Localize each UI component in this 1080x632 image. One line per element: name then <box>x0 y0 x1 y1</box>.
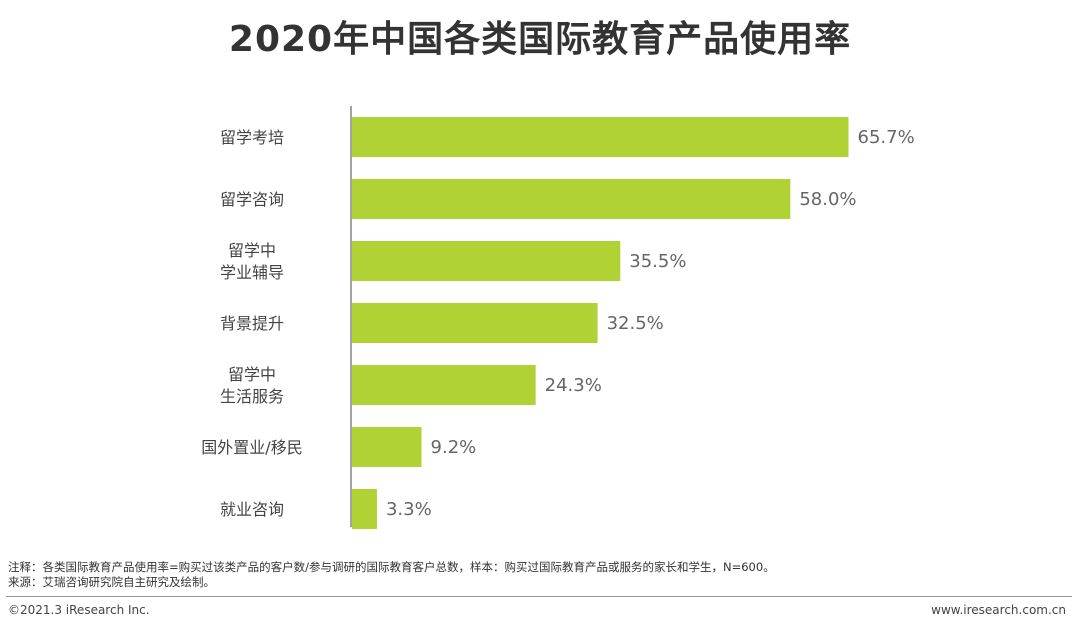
bar-4 <box>352 365 536 405</box>
value-label-5: 9.2% <box>431 437 477 458</box>
category-label-line: 留学中 <box>228 241 276 260</box>
footer-divider <box>6 596 1072 597</box>
category-label-4: 留学中生活服务 <box>220 365 284 406</box>
category-label-5: 国外置业/移民 <box>201 438 302 457</box>
category-label-line: 留学中 <box>228 365 276 384</box>
value-label-0: 65.7% <box>858 127 915 148</box>
category-label-line: 学业辅导 <box>220 263 284 282</box>
website-link[interactable]: www.iresearch.com.cn <box>931 603 1066 617</box>
bar-1 <box>352 179 791 219</box>
category-label-line: 国外置业/移民 <box>201 438 302 457</box>
category-label-3: 背景提升 <box>220 314 284 333</box>
value-label-2: 35.5% <box>629 251 686 272</box>
category-label-line: 留学咨询 <box>220 190 284 209</box>
category-label-line: 背景提升 <box>220 314 284 333</box>
category-label-2: 留学中学业辅导 <box>220 241 284 282</box>
chart-title: 2020年中国各类国际教育产品使用率 <box>228 19 852 60</box>
footnote-source: 来源：艾瑞咨询研究院自主研究及绘制。 <box>8 575 215 589</box>
copyright-text: ©2021.3 iResearch Inc. <box>8 603 150 617</box>
bar-6 <box>352 489 377 529</box>
bar-chart: 65.7%留学考培58.0%留学咨询35.5%留学中学业辅导32.5%背景提升2… <box>201 106 915 529</box>
footnote-note: 注释：各类国际教育产品使用率=购买过该类产品的客户数/参与调研的国际教育客户总数… <box>8 560 775 574</box>
bar-5 <box>352 427 422 467</box>
value-label-1: 58.0% <box>799 189 856 210</box>
footnotes: 注释：各类国际教育产品使用率=购买过该类产品的客户数/参与调研的国际教育客户总数… <box>8 560 775 590</box>
value-label-4: 24.3% <box>545 375 602 396</box>
bar-2 <box>352 241 621 281</box>
category-label-6: 就业咨询 <box>220 500 284 519</box>
value-label-6: 3.3% <box>386 499 432 520</box>
category-label-line: 就业咨询 <box>220 500 284 519</box>
category-label-0: 留学考培 <box>220 128 284 147</box>
category-label-line: 生活服务 <box>220 387 284 406</box>
category-label-1: 留学咨询 <box>220 190 284 209</box>
category-label-line: 留学考培 <box>220 128 284 147</box>
value-label-3: 32.5% <box>607 313 664 334</box>
bar-3 <box>352 303 598 343</box>
bar-0 <box>352 117 849 157</box>
